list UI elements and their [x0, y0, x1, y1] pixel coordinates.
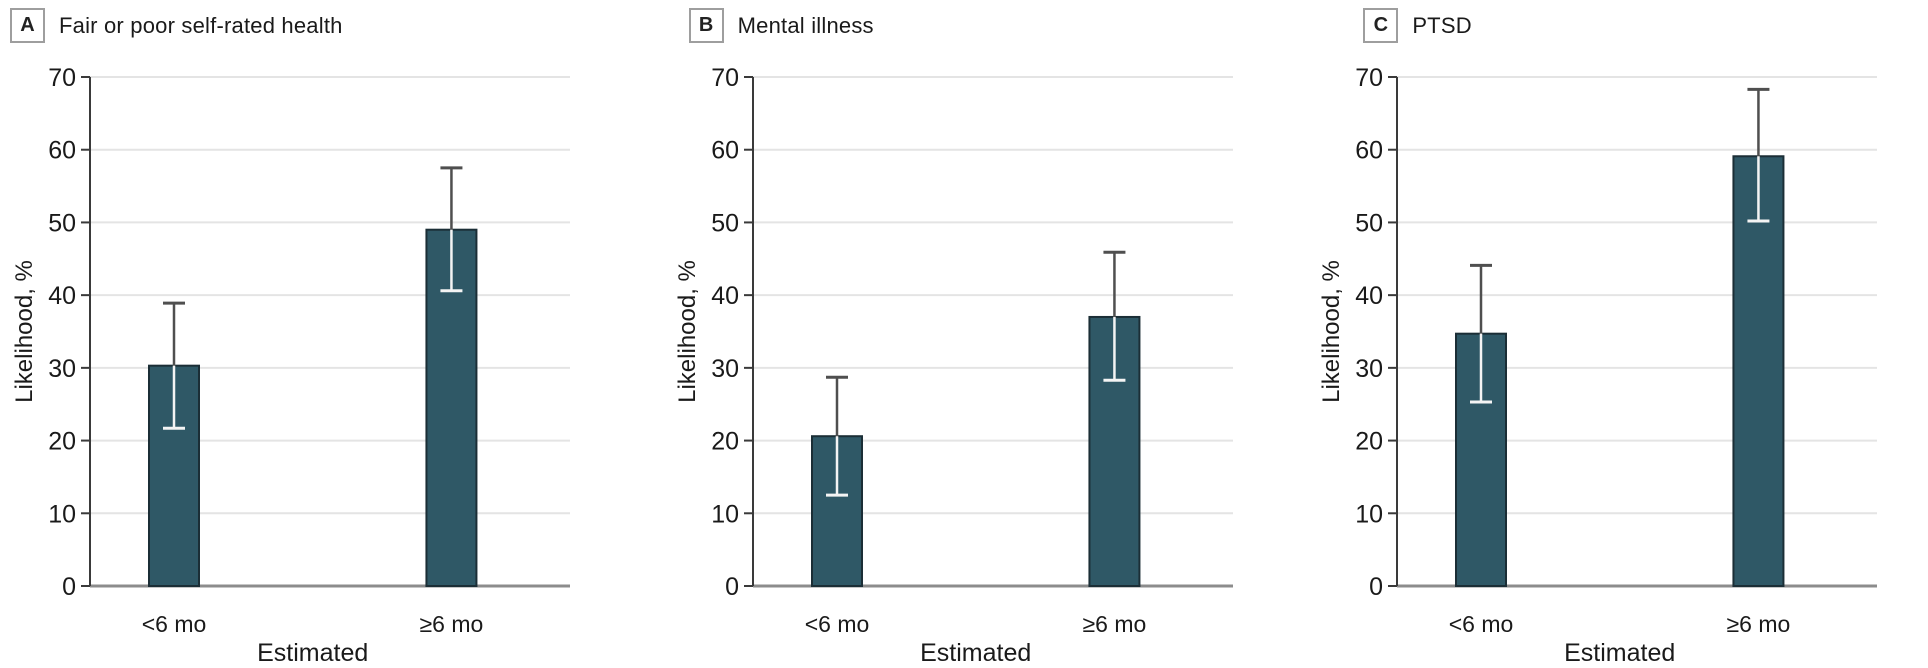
panel-c-chart: 0 10 20 30 40 50 60 70 Likelihood, % <6 mo ≥6 mo Es… — [1318, 64, 1878, 667]
panel-b-letter: B — [688, 8, 724, 43]
y-tick-label: 10 — [711, 500, 739, 528]
y-tick-label: 70 — [1356, 64, 1384, 92]
y-tick-label: 40 — [1356, 282, 1384, 310]
y-axis-label: Likelihood, % — [1318, 260, 1345, 403]
panel-a-header: A Fair or poor self-rated health — [10, 8, 343, 43]
y-axis-label: Likelihood, % — [674, 260, 701, 403]
panel-b-header: B Mental illness — [688, 8, 874, 43]
y-tick-label: 70 — [711, 64, 739, 92]
y-tick-label: 0 — [1369, 573, 1383, 601]
x-axis-label: Estimated — [257, 639, 368, 667]
y-tick-label: 20 — [48, 428, 76, 456]
y-tick-label: 10 — [48, 500, 76, 528]
panel-c-letter: C — [1363, 8, 1399, 43]
y-tick-label: 30 — [711, 355, 739, 383]
panel-a: A Fair or poor self-rated health 0 10 20 30… — [0, 0, 643, 668]
x-category-label: <6 mo — [804, 611, 869, 637]
y-axis-label: Likelihood, % — [11, 260, 38, 403]
panel-c-title: PTSD — [1412, 12, 1472, 38]
panel-a-letter: A — [10, 8, 45, 43]
y-tick-label: 40 — [711, 282, 739, 310]
x-category-label: ≥6 mo — [1727, 611, 1791, 637]
y-tick-label: 50 — [1356, 209, 1384, 237]
panel-b-chart: 0 10 20 30 40 50 60 70 Likelihood, % <6 mo ≥6 mo Es… — [674, 64, 1233, 667]
y-tick-label: 60 — [48, 137, 76, 165]
x-category-label: ≥6 mo — [1082, 611, 1146, 637]
y-tick-label: 10 — [1356, 500, 1384, 528]
x-category-label: <6 mo — [1449, 611, 1514, 637]
panel-a-chart: 0 10 20 30 40 50 60 70 Likelihood, % <6 mo ≥6 mo Es… — [11, 64, 570, 667]
x-category-label: ≥6 mo — [420, 611, 484, 637]
x-axis-label: Estimated — [920, 639, 1031, 667]
y-tick-label: 30 — [1356, 355, 1384, 383]
y-tick-label: 20 — [711, 428, 739, 456]
y-tick-label: 0 — [62, 573, 76, 601]
panel-c-header: C PTSD — [1363, 8, 1472, 43]
panel-b: B Mental illness 0 10 20 30 40 50 60 70 Likeliho… — [643, 0, 1286, 668]
y-tick-label: 50 — [48, 209, 76, 237]
panel-a-title: Fair or poor self-rated health — [59, 12, 343, 38]
y-tick-label: 30 — [48, 355, 76, 383]
x-category-label: <6 mo — [142, 611, 207, 637]
y-tick-label: 70 — [48, 64, 76, 92]
y-tick-label: 60 — [711, 137, 739, 165]
panel-c: C PTSD 0 10 20 30 40 50 60 70 Likelihood, % <6 mo… — [1285, 0, 1928, 668]
panel-b-title: Mental illness — [737, 12, 874, 38]
y-tick-label: 0 — [725, 573, 739, 601]
y-tick-label: 40 — [48, 282, 76, 310]
x-axis-label: Estimated — [1564, 639, 1675, 667]
y-tick-label: 50 — [711, 209, 739, 237]
y-tick-label: 60 — [1356, 137, 1384, 165]
y-tick-label: 20 — [1356, 428, 1384, 456]
